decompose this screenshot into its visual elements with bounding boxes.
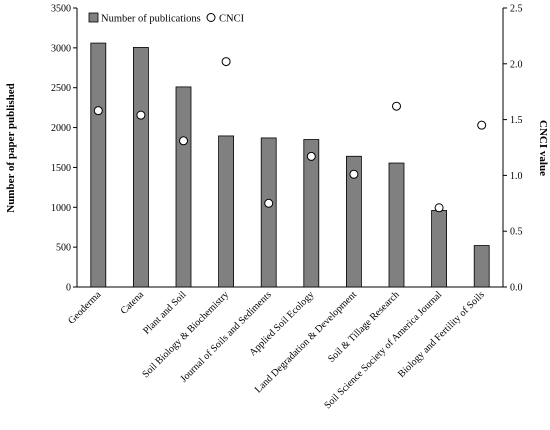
bar xyxy=(132,47,149,288)
bar xyxy=(345,155,362,288)
bar xyxy=(260,137,277,288)
cnci-point xyxy=(179,136,188,146)
cnci-point xyxy=(221,57,231,67)
category-label: Journal of Soils and Sediments xyxy=(178,289,273,384)
category-label: Geoderma xyxy=(66,289,104,327)
right-tick-label: 0.0 xyxy=(510,283,523,294)
left-tick-label: 2000 xyxy=(51,123,71,134)
bar xyxy=(388,162,405,288)
left-tick-label: 2500 xyxy=(51,83,71,94)
cnci-point xyxy=(349,169,359,179)
right-axis-ticks: 0.0 0.5 1.0 1.5 2.0 2.5 xyxy=(503,4,523,294)
legend-cnci-label: CNCI xyxy=(219,14,245,25)
right-tick-label: 1.5 xyxy=(510,115,523,126)
bar xyxy=(303,139,320,288)
left-tick-label: 1000 xyxy=(51,203,71,214)
bar xyxy=(473,245,490,288)
category-label: Biology and Fertility of Soils xyxy=(396,289,487,380)
category-label: Plant and Soil xyxy=(141,289,189,337)
bar-series xyxy=(90,42,490,288)
bar xyxy=(175,86,192,288)
left-tick-label: 3500 xyxy=(51,4,71,15)
category-label: Soil & Tillage Research xyxy=(326,289,402,365)
category-label: Catena xyxy=(119,289,147,317)
cnci-point xyxy=(93,106,103,116)
cnci-point xyxy=(306,151,316,161)
bar xyxy=(218,135,235,288)
right-axis-title: CNCI value xyxy=(537,120,549,176)
cnci-series xyxy=(93,57,487,213)
category-label: Soil Biology & Biochemistry xyxy=(140,289,231,380)
left-tick-label: 0 xyxy=(66,283,71,294)
cnci-point xyxy=(136,110,146,120)
cnci-point xyxy=(264,198,274,208)
left-tick-label: 1500 xyxy=(51,163,71,174)
bar xyxy=(431,210,448,288)
cnci-point xyxy=(392,101,401,111)
legend-bar-label: Number of publications xyxy=(101,14,201,25)
cnci-point xyxy=(477,120,487,130)
right-tick-label: 0.5 xyxy=(510,227,523,238)
right-tick-label: 1.0 xyxy=(510,171,523,182)
bar xyxy=(90,42,107,288)
legend-cnci-marker xyxy=(206,13,216,22)
legend: Number of publications CNCI xyxy=(88,12,245,25)
left-axis-ticks: 0 500 1000 1500 2000 2500 3000 3500 xyxy=(51,4,77,294)
legend-bar-swatch xyxy=(88,12,99,23)
left-tick-label: 500 xyxy=(56,243,71,254)
right-tick-label: 2.5 xyxy=(510,4,523,15)
left-axis-title: Number of paper published xyxy=(5,83,17,213)
cnci-point xyxy=(434,203,444,213)
left-tick-label: 3000 xyxy=(51,43,71,54)
right-tick-label: 2.0 xyxy=(510,59,523,70)
